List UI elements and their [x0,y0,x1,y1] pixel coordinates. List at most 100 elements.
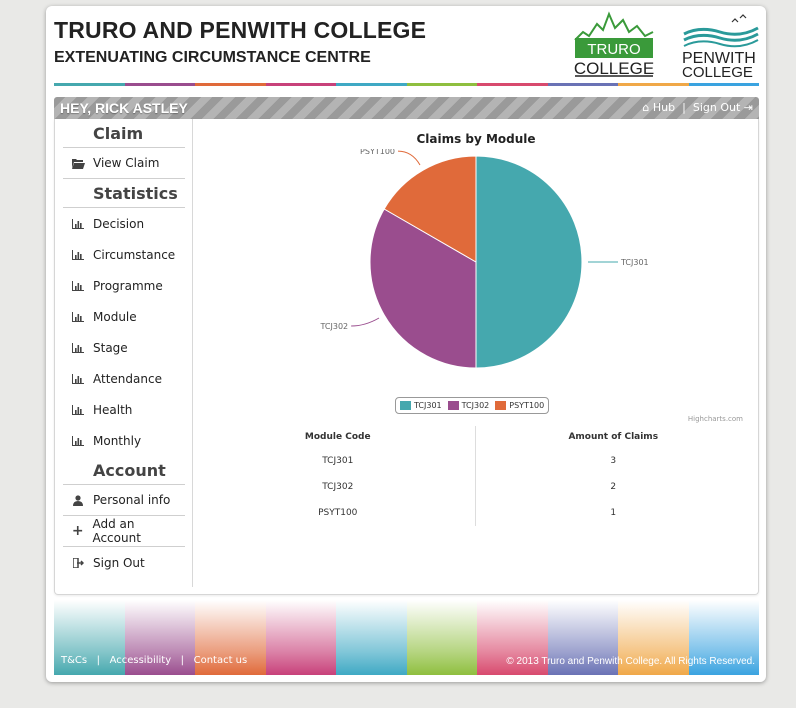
color-strip-segment [265,83,336,86]
sidebar-item-stage[interactable]: Stage [63,332,185,363]
legend-item[interactable]: TCJ301 [400,401,442,410]
bar-chart-icon [63,311,93,322]
plus-icon: + [71,523,84,539]
footer-band-segment [618,600,689,675]
sign-out-icon[interactable]: ⇥ [743,101,753,114]
folder-open-icon [63,158,93,169]
color-strip-segment [477,83,548,86]
user-bar: HEY, RICK ASTLEY ⌂ Hub | Sign Out ⇥ [54,97,759,119]
bar-chart-icon [63,373,93,384]
sidebar-item-circumstance[interactable]: Circumstance [63,239,185,270]
pie-data-label: TCJ301 [620,258,649,267]
penwith-logo-college: COLLEGE [682,64,753,78]
sidebar-item-label: Sign Out [93,555,145,570]
sidebar-item-add-account[interactable]: + Add an Account [63,516,185,547]
table-header-module: Module Code [201,426,476,448]
legend-label: PSYT100 [509,401,545,410]
hub-link[interactable]: Hub [652,101,676,114]
main-content: Claims by Module TCJ301 TCJ302 PSYT100 TCJ… [193,119,759,589]
chart-title: Claims by Module [416,132,536,146]
penwith-college-logo[interactable]: PENWITH COLLEGE [680,14,760,78]
legend-swatch [495,401,507,410]
sidebar-item-label: Health [93,402,133,417]
table-cell-module: TCJ302 [201,474,476,500]
legend-item[interactable]: TCJ302 [447,401,490,410]
sidebar-item-module[interactable]: Module [63,301,185,332]
table-cell-amount: 1 [610,508,617,518]
bar-chart-icon [63,249,93,260]
chart-legend[interactable]: TCJ301 TCJ302 PSYT100 [395,397,550,414]
pie-chart[interactable]: TCJ301 TCJ302 PSYT100 [193,149,759,429]
table-header-row: Module Code Amount of Claims [201,426,751,448]
sidebar-item-programme[interactable]: Programme [63,270,185,301]
color-strip-segment [336,83,407,86]
claim-heading: Claim [63,119,185,148]
truro-logo-text: TRURO [587,41,640,58]
footer-link-terms[interactable]: T&Cs [61,655,88,666]
sidebar-item-health[interactable]: Health [63,394,185,425]
table-header-amount: Amount of Claims [568,432,659,442]
sidebar-item-attendance[interactable]: Attendance [63,363,185,394]
account-heading: Account [63,456,185,485]
sidebar-item-label: Decision [93,216,145,231]
main-panel: Claim View Claim Statistics Decision Circ… [54,119,759,595]
footer-copyright: © 2013 Truro and Penwith College. All Ri… [506,656,755,667]
sidebar-item-sign-out[interactable]: Sign Out [63,547,185,578]
pie-connector [397,150,421,166]
user-links: ⌂ Hub | Sign Out ⇥ [642,101,753,114]
site-subtitle: EXTENUATING CIRCUMSTANCE CENTRE [54,49,371,66]
footer-link-contact[interactable]: Contact us [193,655,248,666]
home-icon[interactable]: ⌂ [642,101,650,114]
truro-college-logo[interactable]: TRURO COLLEGE [573,10,655,78]
legend-swatch [400,401,411,410]
legend-swatch [447,401,459,410]
pie-data-label: PSYT100 [360,149,395,156]
footer-link-accessibility[interactable]: Accessibility [109,655,172,666]
sidebar-item-label: Add an Account [92,517,141,545]
chart-credit[interactable]: Highcharts.com [687,415,743,423]
sidebar-item-label: Monthly [93,433,142,448]
color-strip-segment [688,83,759,86]
table-cell-module: TCJ301 [201,448,476,474]
table-row: TCJ302 2 [201,474,751,500]
user-greeting: HEY, RICK ASTLEY [60,100,188,116]
signout-link[interactable]: Sign Out [692,101,741,114]
pie-data-label: TCJ302 [320,322,349,331]
site-title: TRURO AND PENWITH COLLEGE [54,17,427,43]
table-row: PSYT100 1 [201,500,751,526]
sidebar-item-view-claim[interactable]: View Claim [63,148,185,179]
legend-item[interactable]: PSYT100 [495,401,544,410]
table-row: TCJ301 3 [201,448,751,474]
pie-slice-psyt100[interactable] [383,155,477,263]
footer-band-segment [477,600,548,675]
sidebar-divider [192,119,193,587]
sidebar-item-label: Circumstance [93,247,176,262]
footer-band-segment [124,600,195,675]
footer-band-segment [265,600,336,675]
pie-slice-tcj301[interactable] [475,155,583,369]
color-strip [54,83,759,86]
sign-out-icon [63,557,93,568]
sidebar-item-monthly[interactable]: Monthly [63,425,185,456]
pie-connector [351,317,380,327]
legend-label: TCJ302 [461,401,490,410]
footer-band-segment [547,600,618,675]
footer-band-segment [688,600,759,675]
sidebar-item-personal-info[interactable]: Personal info [63,485,185,516]
footer-band-segment [54,600,125,675]
sidebar-item-label: Personal info [93,493,171,507]
table-cell-module: PSYT100 [201,500,476,526]
legend-label: TCJ301 [414,401,442,410]
sidebar-item-decision[interactable]: Decision [63,208,185,239]
sidebar-item-label: Attendance [93,371,162,386]
color-strip-segment [54,83,125,86]
footer-separator: | [96,655,101,666]
claims-table: Module Code Amount of Claims TCJ301 3 TCJ3… [201,426,751,526]
bar-chart-icon [63,404,93,415]
sidebar: Claim View Claim Statistics Decision Circ… [63,119,185,578]
color-strip-segment [547,83,618,86]
pie-slice-tcj302[interactable] [369,208,477,369]
table-cell-amount: 3 [610,456,617,466]
bar-chart-icon [63,218,93,229]
color-strip-segment [618,83,689,86]
